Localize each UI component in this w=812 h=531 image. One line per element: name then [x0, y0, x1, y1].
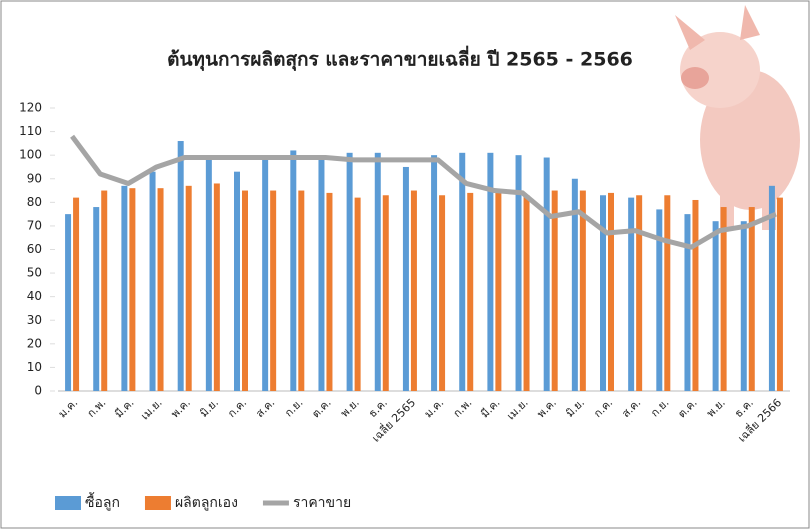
bar	[262, 158, 268, 391]
bar	[186, 186, 192, 391]
bar	[214, 183, 220, 391]
y-tick-label: 60	[27, 242, 42, 256]
bar	[65, 214, 71, 391]
bar	[101, 191, 107, 391]
y-tick-label: 90	[27, 171, 42, 185]
bar	[741, 221, 747, 391]
bar	[749, 207, 755, 391]
bar	[242, 191, 248, 391]
bar	[600, 195, 606, 391]
bar	[495, 193, 501, 391]
y-tick-label: 100	[19, 148, 42, 162]
y-tick-label: 10	[27, 360, 42, 374]
y-tick-label: 120	[19, 101, 42, 115]
legend-label: ราคาขาย	[293, 495, 351, 511]
y-tick-label: 110	[19, 124, 42, 138]
bar	[383, 195, 389, 391]
chart-title: ต้นทุนการผลิตสุกร และราคาขายเฉลี่ย ปี 25…	[167, 46, 633, 72]
bar	[298, 191, 304, 391]
y-tick-label: 70	[27, 218, 42, 232]
bar	[403, 167, 409, 391]
bar	[326, 193, 332, 391]
legend-label: ซื้อลูก	[85, 492, 120, 511]
bar	[721, 207, 727, 391]
bar	[347, 153, 353, 391]
bar	[684, 214, 690, 391]
bar	[552, 191, 558, 391]
bar	[636, 195, 642, 391]
chart: ต้นทุนการผลิตสุกร และราคาขายเฉลี่ย ปี 25…	[0, 0, 812, 531]
y-tick-label: 80	[27, 195, 42, 209]
bar	[375, 153, 381, 391]
bar	[178, 141, 184, 391]
y-tick-label: 30	[27, 313, 42, 327]
y-tick-label: 50	[27, 266, 42, 280]
bar	[150, 172, 156, 391]
legend-swatch	[55, 496, 81, 510]
bar	[544, 158, 550, 391]
bar	[355, 198, 361, 391]
bar	[431, 155, 437, 391]
bar	[411, 191, 417, 391]
bar	[459, 153, 465, 391]
bar	[777, 198, 783, 391]
y-tick-label: 40	[27, 289, 42, 303]
bar	[524, 195, 530, 391]
bar	[439, 195, 445, 391]
y-tick-label: 0	[34, 384, 42, 398]
bar	[608, 193, 614, 391]
bar	[664, 195, 670, 391]
y-tick-label: 20	[27, 336, 42, 350]
bar	[628, 198, 634, 391]
bar	[713, 221, 719, 391]
bar	[206, 158, 212, 391]
bar	[234, 172, 240, 391]
bar	[580, 191, 586, 391]
bar	[129, 188, 135, 391]
bar	[121, 186, 127, 391]
bar	[270, 191, 276, 391]
legend-swatch	[145, 496, 171, 510]
bar	[93, 207, 99, 391]
bar	[290, 150, 296, 391]
bar	[467, 193, 473, 391]
bar	[692, 200, 698, 391]
bar	[73, 198, 79, 391]
legend-label: ผลิตลูกเอง	[175, 495, 238, 511]
bar	[158, 188, 164, 391]
bar	[318, 155, 324, 391]
